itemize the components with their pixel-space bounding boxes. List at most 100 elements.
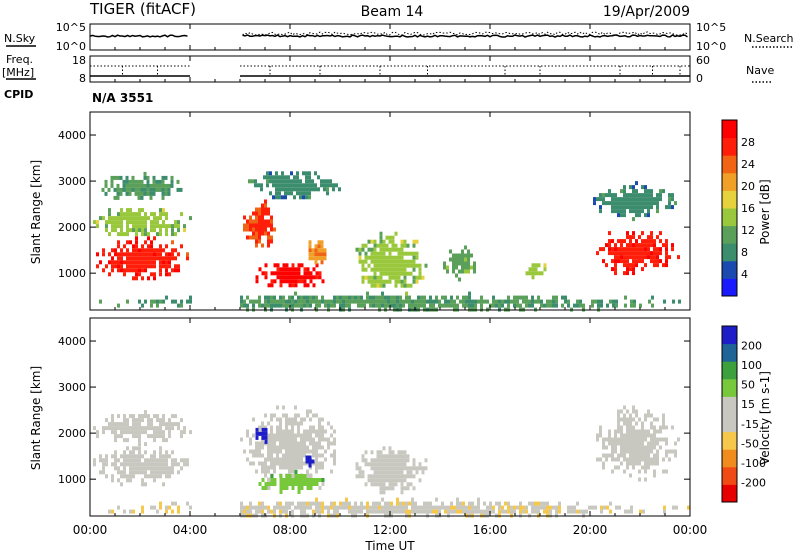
heatmap-cell <box>255 219 258 224</box>
heatmap-cell <box>300 482 304 486</box>
heatmap-cell <box>315 497 318 502</box>
heatmap-cell <box>288 457 291 462</box>
heatmap-cell <box>626 271 629 276</box>
heatmap-cell <box>315 465 318 470</box>
heatmap-cell <box>403 259 407 264</box>
heatmap-cell <box>656 461 659 466</box>
heatmap-cell <box>471 509 474 514</box>
heatmap-cell <box>623 417 626 422</box>
heatmap-cell <box>294 445 297 450</box>
heatmap-cell <box>400 259 404 264</box>
heatmap-cell <box>152 175 156 180</box>
heatmap-cell <box>132 414 135 419</box>
heatmap-cell <box>126 212 129 217</box>
heatmap-cell <box>287 175 290 180</box>
heatmap-cell <box>300 275 304 280</box>
heatmap-cell <box>525 303 528 308</box>
heatmap-cell <box>638 247 641 252</box>
heatmap-cell <box>635 209 638 214</box>
heatmap-cell <box>270 239 273 244</box>
heatmap-cell <box>336 295 339 300</box>
heatmap-cell <box>300 486 304 490</box>
heatmap-cell <box>177 470 180 475</box>
heatmap-cell <box>156 458 159 463</box>
heatmap-cell <box>153 470 156 475</box>
heatmap-cell <box>379 255 383 260</box>
heatmap-cell <box>321 465 324 470</box>
freq-panel: Freq. [MHz] 18 8 60 0 Nave <box>2 53 774 85</box>
heatmap-cell <box>409 482 413 487</box>
heatmap-cell <box>308 248 312 253</box>
heatmap-cell <box>189 299 192 304</box>
heatmap-cell <box>317 256 321 261</box>
colorbar-swatch <box>722 466 737 485</box>
colorbar-swatch <box>722 414 737 433</box>
heatmap-cell <box>159 256 162 261</box>
heatmap-cell <box>366 501 369 506</box>
heatmap-cell <box>128 187 132 192</box>
heatmap-cell <box>312 449 315 454</box>
heatmap-cell <box>134 183 138 188</box>
heatmap-cell <box>620 247 623 252</box>
heatmap-cell <box>144 248 147 253</box>
heatmap-cell <box>153 426 156 431</box>
heatmap-cell <box>123 212 126 217</box>
heatmap-cell <box>123 260 126 265</box>
heatmap-cell <box>465 299 468 304</box>
heatmap-cell <box>382 446 386 451</box>
heatmap-cell <box>258 207 261 212</box>
heatmap-cell <box>653 255 656 260</box>
heatmap-cell <box>132 220 135 225</box>
heatmap-cell <box>282 271 286 276</box>
heatmap-cell <box>397 470 401 475</box>
heatmap-cell <box>665 255 668 260</box>
heatmap-cell <box>510 505 513 510</box>
heatmap-cell <box>558 501 561 506</box>
colorbar-swatch <box>722 278 737 297</box>
heatmap-cell <box>165 272 168 277</box>
heatmap-cell <box>141 244 144 249</box>
heatmap-cell <box>588 505 591 510</box>
heatmap-cell <box>135 248 138 253</box>
heatmap-cell <box>297 425 300 430</box>
heatmap-cell <box>138 252 141 257</box>
heatmap-cell <box>285 449 288 454</box>
heatmap-cell <box>546 299 549 304</box>
heatmap-cell <box>321 417 324 422</box>
heatmap-cell <box>303 271 307 276</box>
heatmap-cell <box>153 430 156 435</box>
heatmap-cell <box>333 437 336 442</box>
heatmap-cell <box>599 429 602 434</box>
heatmap-cell <box>171 228 174 233</box>
heatmap-cell <box>141 216 144 221</box>
heatmap-cell <box>379 267 383 272</box>
colorbar-tick-label: 16 <box>741 202 755 215</box>
heatmap-cell <box>152 183 156 188</box>
heatmap-cell <box>486 509 489 514</box>
heatmap-cell <box>659 251 662 256</box>
heatmap-cell <box>635 247 638 252</box>
heatmap-cell <box>278 191 281 196</box>
heatmap-cell <box>285 478 289 482</box>
heatmap-cell <box>279 465 282 470</box>
heatmap-cell <box>300 299 303 304</box>
heatmap-cell <box>412 259 416 264</box>
heatmap-cell <box>608 453 611 458</box>
heatmap-cell <box>525 505 528 510</box>
heatmap-cell <box>267 421 270 426</box>
heatmap-cell <box>360 299 363 304</box>
heatmap-cell <box>140 195 144 200</box>
heatmap-cell <box>321 453 324 458</box>
heatmap-cell <box>161 195 165 200</box>
heatmap-cell <box>123 438 126 443</box>
heatmap-cell <box>135 260 138 265</box>
heatmap-cell <box>138 458 141 463</box>
heatmap-cell <box>317 175 320 180</box>
heatmap-cell <box>147 462 150 467</box>
heatmap-cell <box>400 271 404 276</box>
heatmap-cell <box>267 235 270 240</box>
heatmap-cell <box>674 453 677 458</box>
cpid-value: N/A 3551 <box>92 91 153 105</box>
heatmap-cell <box>318 453 321 458</box>
heatmap-cell <box>159 501 162 506</box>
